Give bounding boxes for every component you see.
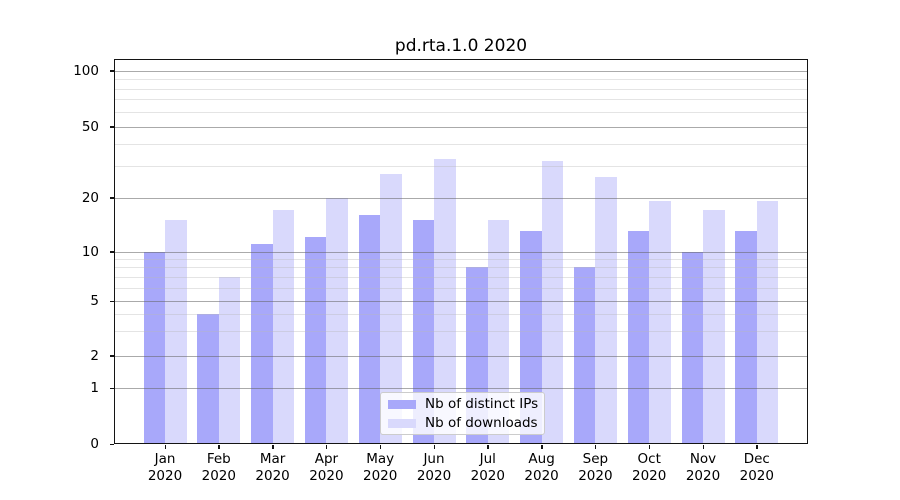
gridline-major-5 bbox=[114, 301, 808, 302]
x-tick-mark-mar bbox=[272, 444, 274, 449]
bar-downloads-apr bbox=[326, 197, 348, 444]
y-tick-label-1: 1 bbox=[90, 380, 99, 396]
x-tick-mark-sep bbox=[594, 444, 597, 449]
x-tick-mark-aug bbox=[541, 444, 543, 449]
gridline-minor-30 bbox=[114, 166, 808, 168]
y-tick-label-20: 20 bbox=[81, 189, 99, 206]
gridline-major-2 bbox=[114, 355, 808, 357]
y-tick-mark-1 bbox=[109, 387, 114, 389]
x-tick-label-aug: Aug 2020 bbox=[524, 451, 559, 484]
bar-distinct-ips-may bbox=[358, 214, 381, 444]
legend-row-distinct-ips: Nb of distinct IPs bbox=[388, 396, 539, 413]
x-tick-mark-jul bbox=[487, 444, 489, 449]
y-tick-mark-100 bbox=[109, 70, 114, 72]
chart-title: pd.rta.1.0 2020 bbox=[394, 36, 528, 56]
x-tick-label-jun: Jun 2020 bbox=[416, 451, 452, 484]
y-tick-label-100: 100 bbox=[73, 62, 99, 79]
bar-downloads-jan bbox=[165, 219, 187, 444]
legend-label-distinct-ips: Nb of distinct IPs bbox=[425, 396, 539, 412]
x-tick-label-mar: Mar 2020 bbox=[255, 451, 290, 484]
bar-downloads-feb bbox=[218, 276, 241, 444]
y-tick-mark-0 bbox=[109, 443, 114, 445]
bar-downloads-dec bbox=[756, 201, 779, 444]
bar-distinct-ips-jun bbox=[412, 219, 434, 444]
y-tick-label-10: 10 bbox=[81, 243, 99, 260]
bar-distinct-ips-aug bbox=[520, 231, 542, 444]
y-tick-label-2: 2 bbox=[90, 347, 99, 364]
bar-distinct-ips-mar bbox=[251, 244, 273, 444]
gridline-major-10 bbox=[114, 251, 808, 253]
x-tick-label-oct: Oct 2020 bbox=[632, 451, 667, 484]
gridline-minor-80 bbox=[114, 88, 808, 90]
gridline-minor-9 bbox=[114, 259, 808, 261]
gridline-minor-3 bbox=[114, 331, 808, 333]
x-tick-label-dec: Dec 2020 bbox=[739, 451, 774, 484]
bar-downloads-nov bbox=[703, 210, 725, 444]
gridline-minor-70 bbox=[114, 99, 808, 101]
x-tick-mark-may bbox=[379, 444, 382, 449]
gridline-major-50 bbox=[114, 126, 808, 128]
x-tick-mark-oct bbox=[648, 444, 651, 449]
gridline-minor-8 bbox=[114, 267, 808, 269]
x-tick-mark-feb bbox=[218, 444, 220, 449]
bar-distinct-ips-jan bbox=[143, 251, 165, 444]
legend-label-downloads: Nb of downloads bbox=[425, 415, 538, 431]
legend-swatch-downloads bbox=[388, 418, 416, 428]
gridline-minor-6 bbox=[114, 287, 808, 289]
x-tick-label-sep: Sep 2020 bbox=[578, 451, 613, 484]
bar-downloads-sep bbox=[595, 177, 617, 444]
y-tick-label-50: 50 bbox=[81, 118, 99, 135]
x-tick-label-jan: Jan 2020 bbox=[147, 451, 183, 484]
x-tick-mark-nov bbox=[702, 444, 704, 449]
y-tick-label-0: 0 bbox=[90, 436, 99, 452]
y-tick-mark-50 bbox=[109, 126, 114, 128]
gridline-major-20 bbox=[114, 197, 808, 199]
y-tick-mark-20 bbox=[109, 197, 114, 199]
x-tick-mark-jan bbox=[164, 444, 166, 449]
bar-distinct-ips-oct bbox=[627, 231, 650, 444]
y-tick-mark-5 bbox=[109, 300, 114, 302]
x-tick-mark-dec bbox=[756, 444, 758, 449]
y-tick-mark-10 bbox=[109, 251, 114, 253]
bar-distinct-ips-apr bbox=[304, 237, 327, 444]
bar-downloads-oct bbox=[649, 201, 671, 444]
legend-row-downloads: Nb of downloads bbox=[388, 415, 538, 432]
x-tick-mark-jun bbox=[433, 444, 435, 449]
bar-downloads-may bbox=[380, 174, 402, 444]
legend-swatch-distinct-ips bbox=[388, 399, 416, 409]
x-tick-label-apr: Apr 2020 bbox=[309, 451, 344, 484]
y-tick-mark-2 bbox=[109, 355, 114, 357]
bar-downloads-aug bbox=[541, 161, 564, 444]
bar-distinct-ips-dec bbox=[735, 231, 757, 444]
bar-distinct-ips-feb bbox=[197, 314, 219, 444]
gridline-major-100 bbox=[114, 70, 808, 72]
gridline-minor-90 bbox=[114, 79, 808, 80]
x-tick-mark-apr bbox=[325, 444, 328, 449]
bar-distinct-ips-nov bbox=[681, 251, 703, 444]
legend: Nb of distinct IPs Nb of downloads bbox=[380, 392, 545, 435]
bar-downloads-mar bbox=[272, 210, 295, 444]
x-tick-label-nov: Nov 2020 bbox=[685, 451, 721, 484]
x-tick-label-jul: Jul 2020 bbox=[470, 451, 505, 484]
gridline-minor-60 bbox=[114, 111, 808, 113]
y-tick-label-5: 5 bbox=[90, 293, 99, 309]
gridline-minor-7 bbox=[114, 276, 808, 278]
gridline-minor-4 bbox=[114, 314, 808, 316]
gridline-major-1 bbox=[114, 388, 808, 389]
x-tick-label-may: May 2020 bbox=[363, 451, 398, 484]
gridline-minor-40 bbox=[114, 143, 808, 145]
x-tick-label-feb: Feb 2020 bbox=[201, 451, 236, 484]
bar-downloads-jul bbox=[487, 219, 510, 444]
